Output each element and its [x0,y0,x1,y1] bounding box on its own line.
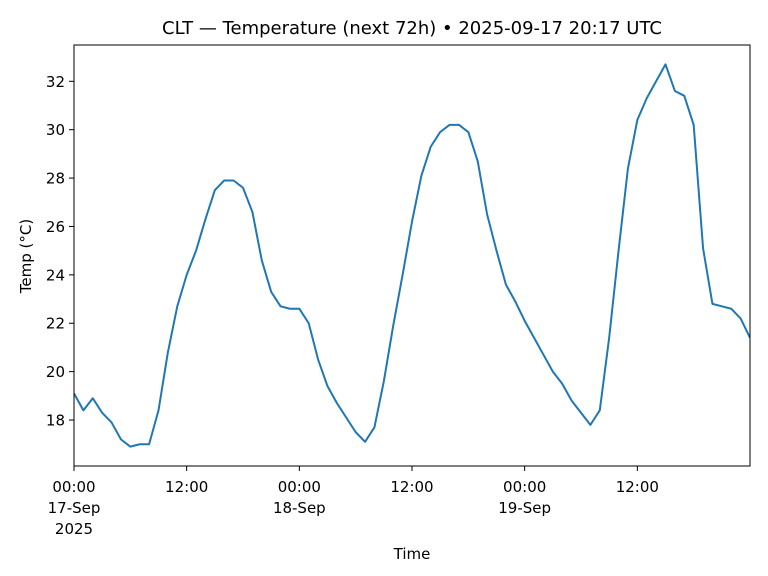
y-tick-label: 24 [46,266,65,284]
series-layer [74,63,750,448]
y-tick-label: 18 [46,412,65,430]
chart-title: CLT — Temperature (next 72h) • 2025-09-1… [162,18,662,39]
y-tick-label: 32 [46,73,65,91]
x-tick-label: 00:00 19-Sep [498,478,551,517]
x-tick-label: 12:00 [165,478,208,496]
x-tick-label: 12:00 [390,478,433,496]
x-axis-label: Time [393,545,431,563]
y-tick-label: 28 [46,170,65,188]
y-tick-label: 30 [46,121,65,139]
y-axis: 18 20 22 24 26 28 30 32 [46,73,74,430]
x-tick-label: 00:00 17-Sep 2025 [48,478,101,538]
y-tick-label: 20 [46,363,65,381]
x-tick-label: 12:00 [616,478,659,496]
x-axis: 00:00 17-Sep 2025 12:00 00:00 18-Sep 12:00 00:0… [48,466,659,538]
series-line [74,63,750,448]
x-tick-label: 00:00 18-Sep [273,478,326,517]
y-tick-label: 26 [46,218,65,236]
y-axis-label: Temp (°C) [17,219,35,294]
y-tick-label: 22 [46,315,65,333]
